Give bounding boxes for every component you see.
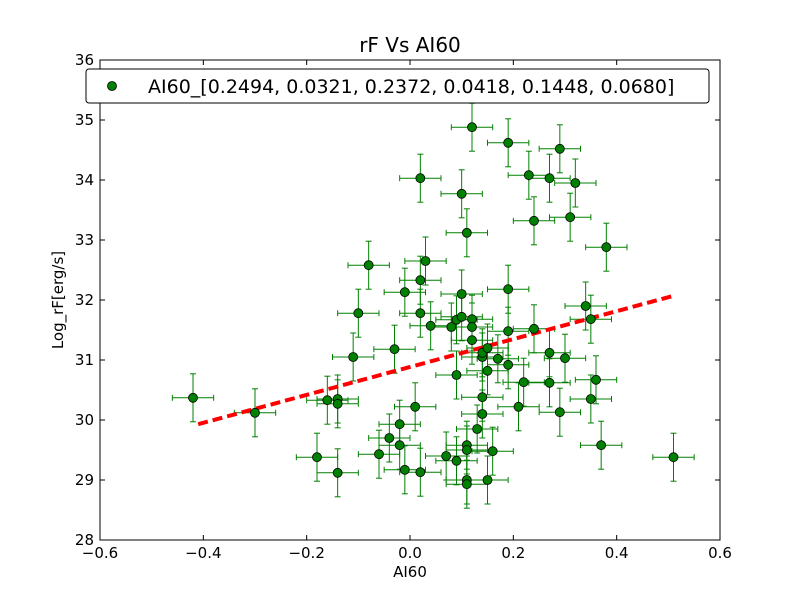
data-point [332,467,343,478]
x-tick-label: 0.6 [708,544,732,562]
y-axis-ticks: 28 29 30 31 32 33 34 35 36 [75,51,720,549]
data-point [596,440,607,451]
data-point [668,452,679,463]
data-point [425,320,436,331]
y-axis-label: Log_rF[erg/s] [49,251,68,349]
data-point [503,359,514,370]
y-tick-label: 34 [75,171,94,189]
data-point [461,479,472,490]
data-point [420,256,431,266]
data-point [363,260,374,271]
y-tick-label: 31 [75,351,94,369]
data-point [523,170,534,181]
data-point [487,446,498,457]
y-tick-label: 33 [75,231,94,249]
data-point [529,323,539,334]
legend: AI60_[0.2494, 0.0321, 0.2372, 0.0418, 0.… [85,68,710,104]
data-point [322,395,333,406]
data-point [591,374,601,385]
data-point [554,407,565,418]
data-point [461,445,472,455]
data-point [565,212,576,223]
y-tick-label: 28 [75,531,94,549]
data-point [467,122,477,133]
data-point [456,289,467,299]
data-point [415,308,426,319]
data-point [332,398,343,409]
data-point [441,451,452,461]
legend-label: AI60_[0.2494, 0.0321, 0.2372, 0.0418, 0.… [148,76,674,98]
data-point [446,322,457,332]
x-axis-label: AI60 [393,563,427,581]
data-point [399,464,410,475]
data-point [503,137,514,148]
data-point [472,424,483,434]
data-point [503,326,514,337]
data-point [456,311,467,322]
chart-title: rF Vs AI60 [359,33,461,57]
data-point [601,242,612,253]
y-tick-label: 35 [75,111,94,129]
plot-area [100,60,720,540]
data-point [585,394,596,404]
data-point [394,440,405,451]
data-point [492,353,503,364]
x-tick-label: 0.2 [501,544,525,562]
data-point [544,347,555,358]
data-point [544,377,555,388]
data-point [518,377,529,388]
data-point [250,407,260,418]
data-point [544,173,555,184]
data-point [348,352,359,362]
data-point [394,419,405,430]
data-point [477,392,488,403]
legend-marker [107,81,117,91]
x-tick-label: −0.6 [82,544,118,562]
data-point [560,353,570,364]
data-point [580,301,591,311]
data-point [399,287,410,298]
x-tick-label: −0.4 [185,544,221,562]
data-point [467,322,477,332]
x-tick-label: 0.4 [605,544,629,562]
data-point [374,449,384,460]
data-point [456,188,467,199]
data-point [312,452,322,463]
data-point [410,401,421,412]
data-point [529,215,539,226]
legend-box [85,68,710,104]
data-point [554,143,565,154]
y-tick-label: 36 [75,51,94,69]
data-point [482,475,493,485]
y-tick-label: 32 [75,291,94,309]
data-point [188,392,198,403]
data-point [482,365,493,376]
data-point [570,178,581,188]
x-tick-label: 0.0 [398,544,422,562]
data-point [415,275,426,286]
data-point [482,343,493,353]
data-point [467,335,477,346]
data-point [451,455,462,466]
data-point [461,227,472,238]
x-tick-label: −0.2 [288,544,324,562]
x-axis-ticks: −0.6 −0.4 −0.2 0.0 0.2 0.4 0.6 [82,60,732,562]
data-point [415,173,426,184]
data-point [415,467,426,478]
data-point [503,284,514,295]
data-point [384,433,395,443]
data-point [513,401,524,412]
y-tick-label: 29 [75,471,94,489]
data-points [188,122,679,490]
data-point [389,344,400,355]
data-point [585,314,596,325]
data-point [451,370,462,380]
y-tick-label: 30 [75,411,94,429]
data-point [477,409,488,419]
data-point [353,308,364,319]
